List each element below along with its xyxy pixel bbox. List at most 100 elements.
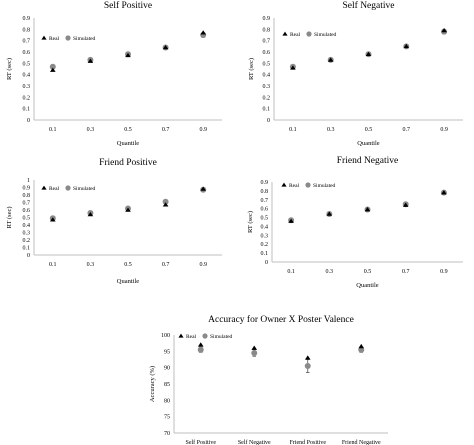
- chart-title: Accuracy for Owner X Poster Valence: [208, 314, 354, 325]
- legend-real-label: Real: [186, 334, 197, 340]
- x-tick-label: 0.9: [440, 269, 448, 275]
- real-point: [125, 207, 131, 212]
- real-point: [441, 27, 447, 33]
- legend-simulated-label: Simulated: [73, 186, 96, 192]
- y-axis-label: RT (sec): [6, 58, 13, 80]
- x-tick-label: 0.5: [365, 127, 373, 133]
- legend-real-label: Real: [49, 186, 60, 192]
- real-point: [197, 342, 204, 347]
- x-tick-label: 0.1: [49, 262, 57, 268]
- real-point: [402, 202, 409, 207]
- x-axis-label: Quantile: [117, 278, 139, 285]
- legend-simulated-marker: [202, 333, 208, 339]
- real-point: [364, 207, 371, 212]
- y-tick-label: 80: [164, 398, 170, 404]
- real-point: [87, 58, 94, 63]
- y-tick-label: 0: [27, 253, 30, 259]
- y-tick-label: 0.6: [23, 208, 31, 214]
- y-tick-label: 0.1: [263, 107, 271, 113]
- real-point: [125, 52, 131, 58]
- x-tick-label: 0.9: [440, 127, 448, 133]
- y-tick-label: 0.8: [263, 27, 271, 33]
- y-tick-label: 0.3: [261, 233, 269, 239]
- simulated-point: [197, 346, 204, 353]
- x-tick-label: 0.5: [124, 262, 132, 268]
- y-tick-label: 0: [27, 118, 30, 124]
- y-tick-label: 0.4: [261, 224, 269, 230]
- y-tick-label: 0.3: [23, 84, 31, 90]
- real-point: [288, 218, 294, 223]
- chart-panel-5: Accuracy for Owner X Poster Valence 70 75 8…: [149, 314, 388, 445]
- real-point: [441, 190, 447, 195]
- x-tick-label: Self Negative: [238, 439, 271, 445]
- legend-simulated-marker: [65, 35, 71, 41]
- real-point: [365, 51, 372, 57]
- x-tick-label: Friend Positive: [289, 440, 326, 445]
- x-tick-label: 0.3: [326, 269, 334, 275]
- y-tick-label: 0: [265, 260, 268, 266]
- simulated-point: [251, 349, 258, 356]
- chart-title: Friend Positive: [99, 158, 157, 168]
- y-tick-label: 0.2: [261, 242, 269, 248]
- x-tick-label: 0.7: [402, 269, 410, 275]
- legend-real-marker: [41, 35, 47, 40]
- y-tick-label: 75: [164, 415, 170, 421]
- legend-simulated-label: Simulated: [313, 183, 336, 189]
- y-tick-label: 0.6: [261, 207, 269, 213]
- legend: Real Simulated: [178, 333, 233, 340]
- y-tick-label: 0.4: [23, 73, 31, 79]
- legend-real-marker: [41, 185, 47, 190]
- real-point: [326, 211, 333, 216]
- y-tick-label: 0.7: [23, 39, 31, 45]
- y-tick-label: 100: [161, 333, 170, 339]
- y-tick-label: 70: [164, 431, 170, 437]
- x-tick-label: 0.7: [162, 127, 170, 133]
- x-tick-label: Friend Negative: [342, 440, 381, 445]
- y-tick-label: 0.2: [23, 238, 31, 244]
- real-point: [290, 65, 296, 70]
- legend: Real Simulated: [41, 185, 96, 192]
- y-axis-label: RT (sec): [248, 58, 255, 80]
- legend-simulated-label: Simulated: [314, 32, 337, 38]
- y-tick-label: 0.9: [23, 16, 31, 22]
- x-tick-label: 0.3: [327, 127, 335, 133]
- chart-panel-4: Friend Negative 0 0.1 0.2 0.3 0.4 0.5 0.6 0.7 0.8…: [247, 156, 463, 289]
- legend-simulated-label: Simulated: [210, 334, 233, 340]
- y-tick-label: 0.6: [23, 50, 31, 56]
- legend-real-label: Real: [289, 183, 300, 189]
- y-tick-label: 90: [164, 366, 170, 372]
- legend: Real Simulated: [281, 182, 336, 189]
- y-tick-label: 0.5: [263, 61, 271, 67]
- y-tick-label: 0.9: [263, 16, 271, 22]
- real-point: [304, 355, 311, 360]
- y-tick-label: 0: [267, 118, 270, 124]
- legend-real-marker: [281, 182, 287, 187]
- chart-panel-2: Self Negative 0 0.1 0.2 0.3 0.4 0.5 0.6 0.7 0.8 0.…: [248, 0, 463, 147]
- real-point: [50, 217, 56, 222]
- chart-title: Friend Negative: [337, 156, 398, 166]
- y-tick-label: 0.4: [263, 73, 271, 79]
- simulated-point: [162, 198, 169, 205]
- legend-real-marker: [282, 31, 288, 36]
- chart-panel-3: Friend Positive00.10.20.30.40.50.60.70.8…: [6, 158, 222, 285]
- legend-simulated-marker: [65, 185, 71, 191]
- y-tick-label: 0.1: [261, 251, 269, 257]
- y-tick-label: 0.9: [23, 186, 31, 192]
- legend: Real Simulated: [41, 35, 96, 42]
- y-tick-label: 0.5: [23, 61, 31, 67]
- x-tick-label: 0.7: [162, 262, 170, 268]
- y-axis-label: Accuracy (%): [149, 366, 156, 402]
- chart-title: Self Negative: [343, 0, 395, 11]
- y-tick-label: 0.2: [263, 95, 271, 101]
- real-point: [87, 211, 94, 217]
- real-point: [200, 30, 206, 35]
- chart-title: Self Positive: [104, 0, 152, 11]
- y-tick-label: 0.1: [23, 107, 31, 113]
- real-point: [162, 202, 169, 207]
- y-tick-label: 85: [164, 382, 170, 388]
- y-tick-label: 0.8: [23, 27, 31, 33]
- legend-simulated-marker: [305, 182, 311, 188]
- y-tick-label: 0.1: [23, 246, 31, 252]
- y-tick-label: 0.5: [261, 216, 269, 222]
- y-tick-label: 1: [27, 178, 30, 184]
